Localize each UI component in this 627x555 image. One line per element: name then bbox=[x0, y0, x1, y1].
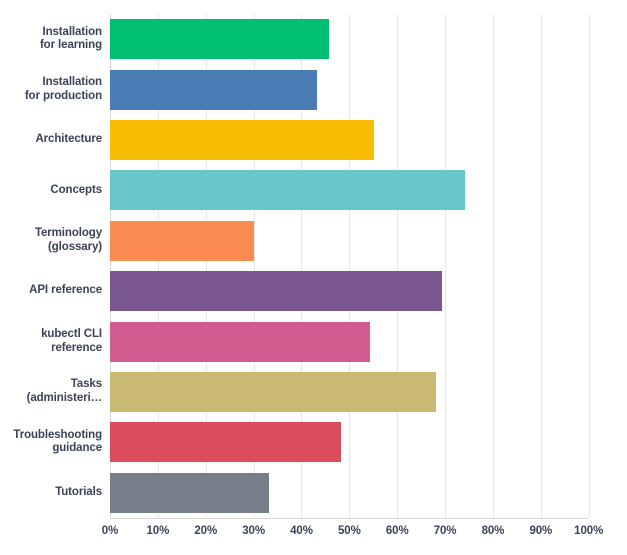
x-tick-label: 70% bbox=[433, 525, 457, 537]
gridline-30 bbox=[253, 14, 255, 518]
category-label-line: Installation bbox=[42, 25, 102, 38]
gridline-0 bbox=[110, 14, 111, 518]
category-label: Architecture bbox=[0, 115, 102, 165]
x-tick-label: 30% bbox=[242, 525, 265, 537]
category-label: kubectl CLI reference bbox=[0, 316, 102, 366]
gridline-50 bbox=[349, 14, 351, 518]
chart-gridlines bbox=[110, 14, 590, 518]
x-tick-label: 10% bbox=[146, 525, 170, 537]
category-label-line: API reference bbox=[29, 284, 102, 297]
x-tick-label: 40% bbox=[290, 525, 313, 537]
category-label-line: Concepts bbox=[50, 183, 102, 196]
bar[interactable] bbox=[110, 472, 269, 513]
category-label: Installation for production bbox=[0, 64, 102, 114]
category-label: API reference bbox=[0, 266, 102, 316]
x-tick-label: 100% bbox=[574, 525, 604, 537]
gridline-20 bbox=[205, 14, 207, 518]
bar-row bbox=[0, 216, 627, 266]
x-tick-label: 20% bbox=[194, 525, 218, 537]
bar[interactable] bbox=[110, 220, 255, 261]
bar[interactable] bbox=[110, 422, 342, 463]
bar[interactable] bbox=[110, 19, 330, 60]
gridline-60 bbox=[397, 14, 399, 518]
bar[interactable] bbox=[110, 371, 437, 412]
category-label: Troubleshooting guidance bbox=[0, 417, 102, 467]
x-tick-label: 50% bbox=[337, 525, 361, 537]
category-label-line: Terminology bbox=[34, 227, 102, 240]
bar[interactable] bbox=[110, 321, 370, 362]
gridline-80 bbox=[492, 14, 494, 518]
bar-row bbox=[0, 115, 627, 165]
bar-row bbox=[0, 468, 627, 518]
category-label: Terminology (glossary) bbox=[0, 216, 102, 266]
x-tick-label: 80% bbox=[481, 525, 505, 537]
category-label-line: Tasks bbox=[70, 378, 102, 391]
category-label-line: guidance bbox=[52, 442, 102, 455]
gridline-70 bbox=[445, 14, 447, 518]
category-label-line: Installation bbox=[42, 76, 102, 89]
category-label: Tutorials bbox=[0, 468, 102, 518]
category-label: Concepts bbox=[0, 165, 102, 215]
bar[interactable] bbox=[110, 69, 318, 110]
gridline-40 bbox=[301, 14, 303, 518]
x-tick-label: 60% bbox=[385, 525, 409, 537]
x-tick-label: 0% bbox=[101, 525, 119, 537]
category-label-line: Architecture bbox=[35, 133, 102, 146]
category-label: Installation for learning bbox=[0, 14, 102, 64]
bar-row bbox=[0, 266, 627, 316]
bar-row bbox=[0, 165, 627, 215]
category-label-line: reference bbox=[51, 341, 102, 354]
bar-row bbox=[0, 14, 627, 64]
category-label-line: (administeri… bbox=[26, 391, 102, 404]
category-label: Tasks (administeri… bbox=[0, 367, 102, 417]
bar-row bbox=[0, 417, 627, 467]
x-tick-label: 90% bbox=[529, 525, 553, 537]
x-axis-line bbox=[110, 518, 589, 519]
category-label-line: (glossary) bbox=[48, 240, 102, 253]
gridline-10 bbox=[157, 14, 159, 518]
bar[interactable] bbox=[110, 119, 375, 160]
category-label-line: for production bbox=[24, 89, 102, 102]
bar-row bbox=[0, 367, 627, 417]
category-label-line: kubectl CLI bbox=[41, 328, 102, 341]
bar[interactable] bbox=[110, 170, 466, 211]
gridline-100 bbox=[588, 14, 590, 518]
bar-row bbox=[0, 316, 627, 366]
category-label-line: Troubleshooting bbox=[13, 428, 102, 441]
category-label-line: Tutorials bbox=[55, 486, 102, 499]
bar[interactable] bbox=[110, 271, 443, 312]
category-label-line: for learning bbox=[39, 39, 102, 52]
bar-row bbox=[0, 64, 627, 114]
gridline-90 bbox=[540, 14, 542, 518]
